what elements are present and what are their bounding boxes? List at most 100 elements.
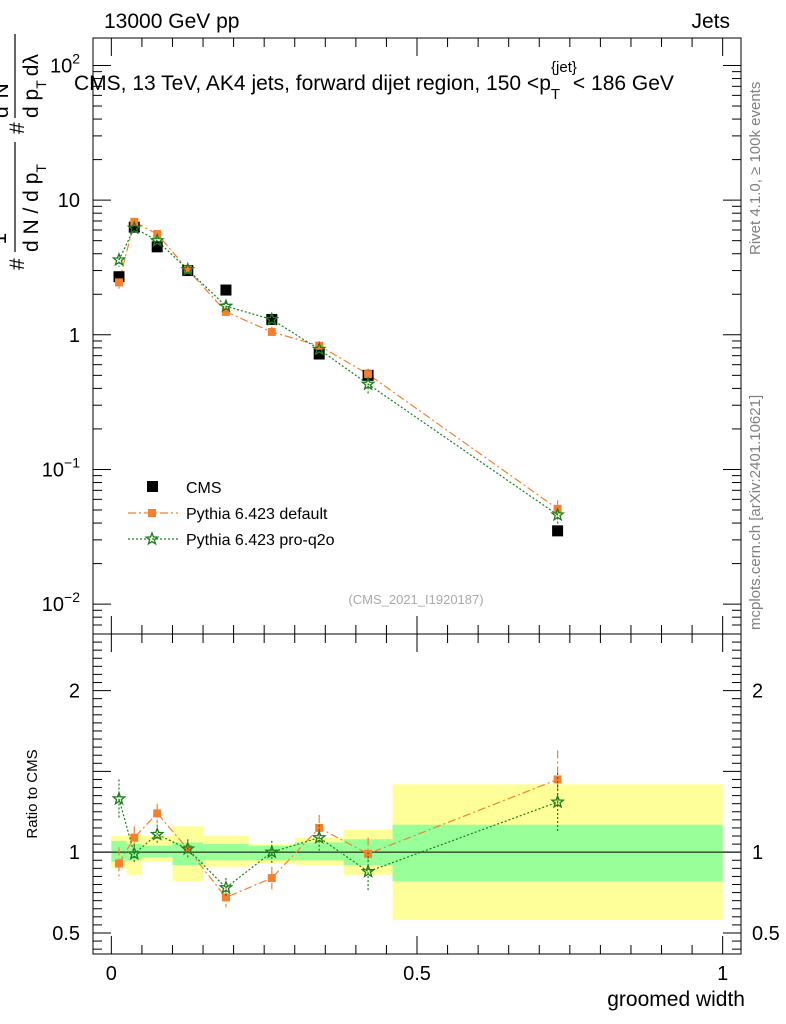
ylabel-n: N [0,83,13,98]
header-left: 13000 GeV pp [104,10,239,33]
ratio-point-proq2o-5 [264,844,280,859]
ratio-point-proq2o-7 [360,863,376,878]
main-point-proq2o-3 [180,261,196,276]
chart-title-sub: T [551,86,560,103]
main-point-proq2o-6 [311,341,327,356]
band-inner-8 [392,824,723,882]
ylabel-t1: T [33,164,49,173]
main-y-tick-exp-4: 2 [72,50,80,66]
ratio-series [111,750,566,908]
header-right: Jets [691,10,730,33]
main-y-tick-base-2: 1 [69,325,80,347]
legend: CMS Pythia 6.423 default Pythia 6.423 pr… [128,480,335,549]
x-axis-label: groomed width [607,988,745,1011]
ratio-point-default-5 [267,874,276,883]
main-point-proq2o-1 [126,220,142,235]
legend-label-cms: CMS [186,480,222,497]
legend-marker-cms [147,481,158,492]
ratio-axis-ticks: 0 0.5 1 0.5 0.5 1 1 2 2 [52,633,780,985]
ratio-y-axis-label: Ratio to CMS [24,749,41,838]
ratio-y-tick-label-left-0: 0.5 [52,923,80,945]
main-point-cms-1 [128,221,140,233]
main-point-proq2o-8 [550,507,566,522]
ratio-y-tick-label-right-2: 2 [752,681,763,703]
main-y-axis-label: # 1 d N / d pT # d2N d pTdλ [0,34,49,270]
ratio-y-tick-label-right-0: 0.5 [752,923,780,945]
rivet-version-label: Rivet 4.1.0, ≥ 100k events [747,82,764,255]
main-y-tick-label-0: 10−2 [42,589,80,616]
main-y-tick-base-1: 10 [42,459,64,481]
ratio-point-proq2o-8 [550,794,566,809]
main-y-tick-base-0: 10 [42,594,64,616]
main-line-series-1 [118,220,558,510]
chart-title-sup: {jet} [551,59,577,76]
band-inner-6 [294,842,344,861]
ylabel-dlambda: dλ [20,54,43,77]
mcplots-label: mcplots.cern.ch [arXiv:2401.10621] [747,395,764,630]
analysis-id: (CMS_2021_I1920187) [348,592,483,607]
ratio-point-default-2 [153,809,162,818]
svg-text:d2N: d2N [0,83,13,118]
svg-text:d pTdλ: d pTdλ [20,54,49,118]
legend-marker-default [148,509,156,517]
main-y-tick-exp-0: −2 [64,589,80,605]
main-point-default-4 [221,307,230,316]
main-point-proq2o-2 [149,232,165,248]
chart-title-tail: < 186 GeV [573,72,674,95]
main-y-tick-exp-1: −1 [64,454,80,470]
ratio-point-proq2o-4 [218,879,234,895]
ylabel-dp: d p [20,89,43,118]
ratio-point-default-6 [315,823,324,832]
main-point-default-6 [315,341,324,350]
main-point-cms-6 [313,348,325,360]
ratio-point-default-8 [553,775,562,784]
ratio-point-default-1 [130,833,139,842]
main-y-tick-label-2: 1 [69,325,80,347]
main-point-cms-0 [113,271,125,283]
ylabel-one: 1 [0,233,11,245]
x-tick-label-1: 0.5 [403,963,431,985]
x-tick-label-2: 1 [717,963,728,985]
legend-label-proq2o: Pythia 6.423 pro-q2o [186,532,335,549]
ratio-y-tick-label-left-2: 2 [69,681,80,703]
ylabel-t2: T [33,80,49,89]
ratio-y-tick-label-left-1: 1 [69,842,80,864]
main-point-default-0 [114,278,123,287]
legend-label-default: Pythia 6.423 default [186,506,328,523]
main-point-cms-4 [220,284,232,296]
main-point-proq2o-4 [218,298,234,313]
svg-text:# 1: # 1 [0,233,29,270]
ylabel-d2n: d [0,106,13,118]
svg-text:d N / d pT: d N / d pT [20,164,49,252]
main-y-tick-label-3: 10 [58,190,80,212]
chart-title-main: CMS, 13 TeV, AK4 jets, forward dijet reg… [74,72,551,95]
x-tick-label-0: 0 [106,963,117,985]
ratio-point-proq2o-2 [149,826,165,841]
ylabel-dn: d N / d p [20,173,43,252]
ratio-point-default-0 [114,859,123,868]
legend-marker-proq2o [144,531,160,546]
main-y-tick-base-3: 10 [58,190,80,212]
ylabel-hash1: # [6,258,29,270]
main-point-cms-5 [266,313,278,325]
chart-title: CMS, 13 TeV, AK4 jets, forward dijet reg… [74,59,674,103]
main-y-tick-base-4: 10 [50,55,72,77]
ratio-point-default-4 [221,893,230,902]
main-point-default-5 [267,327,276,336]
ratio-point-proq2o-0 [111,790,127,806]
main-point-proq2o-0 [111,252,127,267]
band-inner-2 [141,845,173,858]
main-series [111,217,566,537]
main-point-proq2o-7 [360,376,376,391]
main-point-default-3 [183,265,192,274]
main-point-cms-8 [552,525,564,537]
ratio-point-proq2o-1 [126,845,142,861]
main-point-default-7 [364,370,373,379]
main-y-tick-label-4: 102 [50,50,80,77]
main-point-cms-2 [151,241,163,253]
ratio-y-tick-label-right-1: 1 [752,842,763,864]
ratio-point-proq2o-3 [180,841,196,856]
main-point-proq2o-5 [264,311,280,326]
